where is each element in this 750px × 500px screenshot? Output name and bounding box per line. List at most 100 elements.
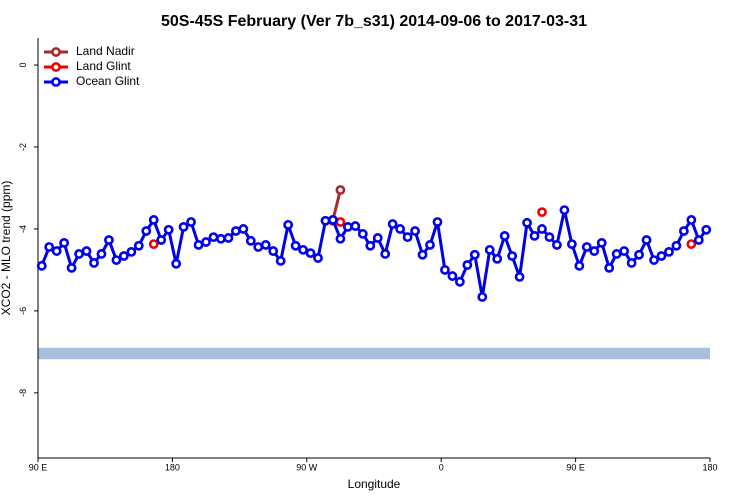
data-point bbox=[522, 217, 532, 228]
data-point bbox=[619, 246, 630, 256]
data-point bbox=[328, 215, 338, 225]
data-point bbox=[678, 226, 689, 236]
data-point bbox=[81, 246, 92, 256]
data-point bbox=[544, 232, 555, 243]
data-point bbox=[596, 237, 607, 248]
data-point bbox=[290, 240, 301, 251]
data-point bbox=[410, 226, 420, 236]
data-point bbox=[507, 251, 518, 261]
data-point bbox=[89, 258, 99, 268]
data-point bbox=[238, 224, 249, 234]
data-point bbox=[559, 205, 570, 215]
series-line bbox=[40, 209, 708, 298]
x-tick-label: 90 W bbox=[296, 462, 318, 472]
data-point bbox=[268, 246, 279, 256]
data-point bbox=[529, 231, 540, 241]
y-axis-label: XCO2 - MLO trend (ppm) bbox=[0, 181, 13, 316]
data-point bbox=[178, 221, 189, 232]
series-line bbox=[331, 189, 342, 221]
data-point bbox=[118, 251, 129, 261]
data-point bbox=[208, 232, 219, 243]
data-point bbox=[342, 221, 353, 232]
data-point bbox=[104, 235, 114, 245]
data-point bbox=[454, 276, 465, 287]
data-point bbox=[693, 235, 704, 245]
data-point bbox=[44, 242, 55, 252]
data-point bbox=[260, 240, 271, 250]
data-point bbox=[537, 207, 547, 218]
data-point bbox=[447, 271, 458, 281]
data-point bbox=[581, 242, 592, 252]
legend-label: Land Glint bbox=[76, 59, 131, 73]
data-point bbox=[283, 219, 294, 230]
data-point bbox=[462, 260, 473, 270]
data-point bbox=[51, 246, 62, 256]
series-line bbox=[333, 221, 691, 244]
data-point bbox=[141, 226, 152, 236]
data-point bbox=[350, 221, 361, 231]
data-point bbox=[469, 249, 480, 260]
data-point bbox=[313, 253, 323, 263]
data-point bbox=[156, 235, 167, 245]
data-point bbox=[537, 224, 547, 234]
data-point bbox=[253, 242, 264, 252]
data-point bbox=[372, 233, 383, 243]
data-point bbox=[186, 217, 196, 227]
data-point bbox=[656, 251, 667, 261]
data-point bbox=[74, 249, 84, 259]
x-tick-label: 90 E bbox=[566, 462, 585, 472]
band bbox=[38, 347, 710, 360]
data-point bbox=[499, 231, 510, 241]
data-point bbox=[36, 260, 47, 271]
data-point bbox=[126, 246, 137, 257]
y-tick-label: -8 bbox=[18, 389, 28, 397]
data-point bbox=[552, 240, 562, 250]
data-point bbox=[387, 219, 398, 229]
data-point bbox=[649, 255, 659, 265]
y-tick-label: 0 bbox=[18, 63, 28, 68]
y-tick-label: -2 bbox=[18, 143, 28, 151]
data-point bbox=[111, 255, 122, 265]
data-point bbox=[395, 224, 406, 234]
data-point bbox=[484, 244, 495, 255]
x-axis-label: Longitude bbox=[348, 477, 401, 491]
data-point bbox=[604, 262, 615, 273]
chart-title: 50S-45S February (Ver 7b_s31) 2014-09-06… bbox=[161, 13, 587, 30]
x-tick-label: 90 E bbox=[29, 462, 48, 472]
data-point bbox=[440, 265, 450, 275]
data-point bbox=[66, 262, 77, 273]
data-point bbox=[365, 240, 376, 251]
legend-marker bbox=[51, 62, 61, 72]
legend-label: Land Nadir bbox=[76, 44, 135, 58]
data-point bbox=[245, 235, 256, 246]
data-point bbox=[171, 258, 182, 269]
data-point bbox=[566, 239, 577, 250]
data-point bbox=[163, 224, 174, 235]
data-point bbox=[148, 239, 159, 250]
data-point bbox=[335, 185, 346, 195]
data-point bbox=[492, 253, 503, 264]
data-point bbox=[335, 217, 346, 227]
data-point bbox=[686, 215, 697, 225]
data-point bbox=[133, 240, 144, 251]
data-point bbox=[641, 235, 652, 245]
data-point bbox=[380, 249, 391, 259]
data-point bbox=[611, 249, 622, 259]
data-point bbox=[201, 237, 211, 247]
data-point bbox=[148, 215, 159, 225]
y-tick-label: -4 bbox=[18, 225, 28, 233]
data-point bbox=[477, 292, 488, 302]
data-point bbox=[417, 249, 428, 260]
data-point bbox=[230, 226, 241, 236]
data-point bbox=[686, 239, 697, 250]
x-tick-label: 180 bbox=[165, 462, 180, 472]
x-tick-label: 180 bbox=[702, 462, 717, 472]
data-point bbox=[223, 233, 234, 243]
data-point bbox=[589, 246, 600, 256]
data-point bbox=[634, 249, 644, 260]
data-point bbox=[193, 240, 204, 250]
x-tick-label: 0 bbox=[439, 462, 444, 472]
data-point bbox=[59, 237, 70, 248]
data-point bbox=[335, 233, 346, 244]
